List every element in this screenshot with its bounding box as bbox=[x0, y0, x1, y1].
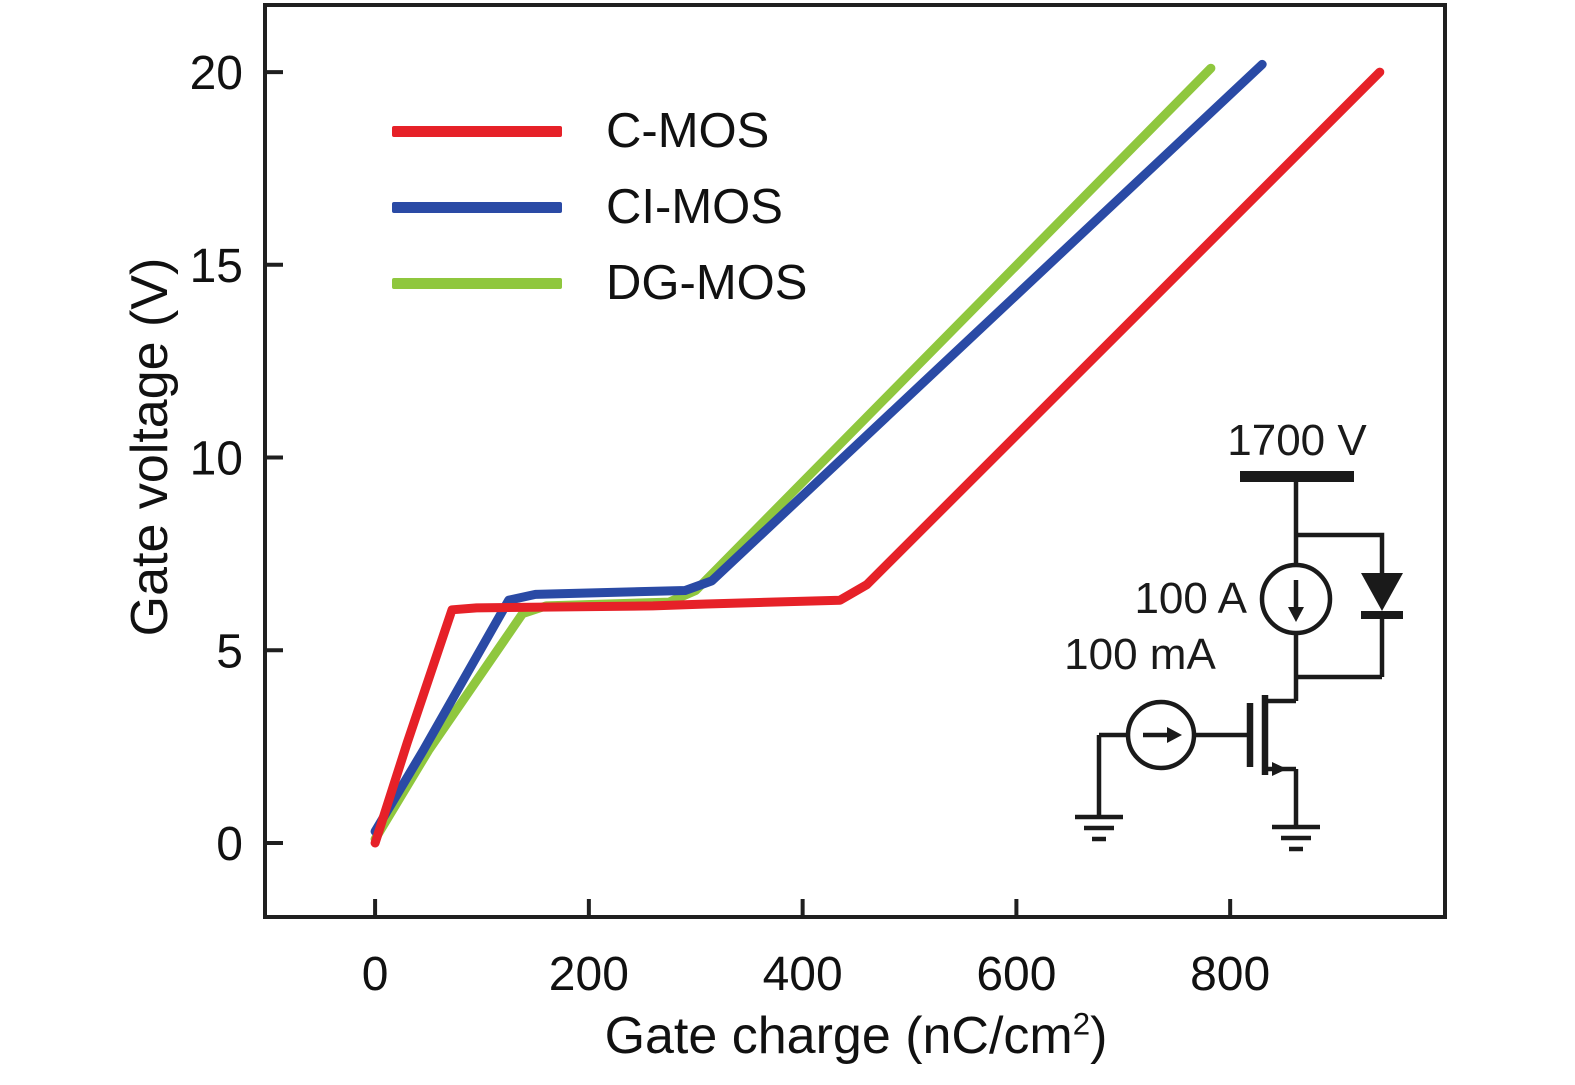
gate-current-label: 100 mA bbox=[1064, 630, 1216, 679]
ground-icon-source bbox=[1272, 824, 1320, 852]
x-axis-label-end: ) bbox=[1090, 1007, 1108, 1065]
legend: C-MOS CI-MOS DG-MOS bbox=[392, 103, 807, 311]
legend-item-ci-mos: CI-MOS bbox=[392, 179, 807, 235]
legend-swatch-dg-mos bbox=[392, 277, 562, 289]
plot-frame bbox=[263, 3, 1447, 919]
x-tick-label: 800 bbox=[1190, 948, 1270, 1001]
legend-label-c-mos: C-MOS bbox=[606, 103, 770, 158]
series-line-ci-mos bbox=[370, 59, 1267, 836]
y-tick-label: 5 bbox=[216, 625, 243, 678]
load-current-label: 100 A bbox=[1134, 574, 1247, 623]
x-axis-label-superscript: 2 bbox=[1072, 1006, 1091, 1042]
legend-label-dg-mos: DG-MOS bbox=[606, 255, 808, 310]
x-tick-label: 0 bbox=[362, 948, 389, 1001]
x-axis-label: Gate charge (nC/cm2) bbox=[605, 1006, 1108, 1066]
legend-item-dg-mos: DG-MOS bbox=[392, 255, 807, 311]
diode-cathode-bar bbox=[1361, 611, 1403, 619]
x-tick-label: 200 bbox=[549, 948, 629, 1001]
y-tick-label: 10 bbox=[190, 433, 243, 486]
ground-icon-gate bbox=[1075, 814, 1123, 842]
legend-item-c-mos: C-MOS bbox=[392, 103, 807, 159]
legend-swatch-c-mos bbox=[392, 125, 562, 137]
series-lines bbox=[370, 59, 1385, 848]
diode-icon bbox=[1361, 573, 1403, 611]
supply-voltage-label: 1700 V bbox=[1227, 416, 1367, 465]
y-tick-label: 15 bbox=[190, 240, 243, 293]
supply-rail-icon bbox=[1240, 471, 1354, 482]
load-current-arrow-head bbox=[1288, 607, 1304, 622]
x-tick-label: 600 bbox=[976, 948, 1056, 1001]
y-tick-label: 20 bbox=[190, 47, 243, 100]
x-axis-label-main: Gate charge (nC/cm bbox=[604, 1007, 1073, 1065]
y-tick-label: 0 bbox=[216, 818, 243, 871]
legend-label-ci-mos: CI-MOS bbox=[606, 179, 783, 234]
series-line-c-mos bbox=[370, 67, 1385, 848]
gate-current-arrow-head bbox=[1167, 727, 1182, 743]
legend-swatch-ci-mos bbox=[392, 201, 562, 213]
x-tick-label: 400 bbox=[763, 948, 843, 1001]
diode-top-wire bbox=[1296, 532, 1385, 573]
circuit-inset-diagram: 1700 V 100 A 100 mA bbox=[1064, 416, 1403, 852]
mosfet-source-arrow bbox=[1272, 762, 1287, 776]
y-axis-label: Gate voltage (V) bbox=[121, 257, 179, 637]
